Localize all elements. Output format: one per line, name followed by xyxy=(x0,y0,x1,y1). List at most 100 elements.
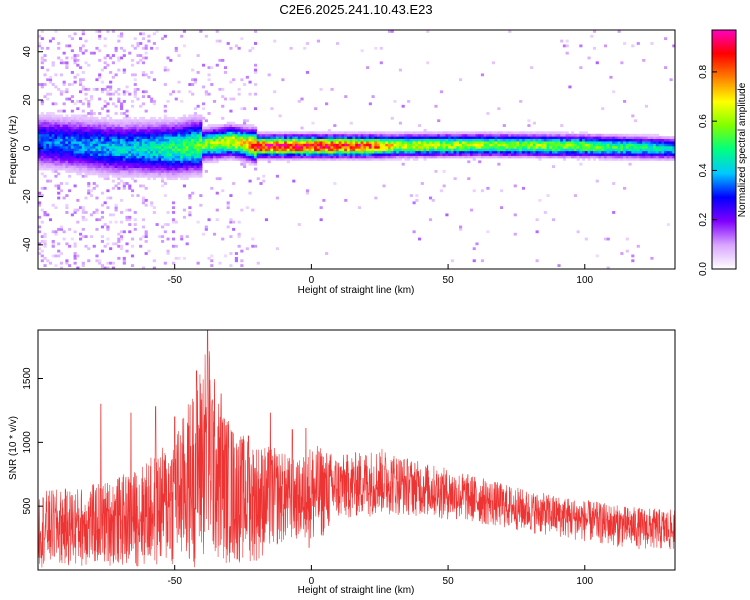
spectrogram-cell xyxy=(453,155,457,159)
spectrogram-cell xyxy=(398,138,403,142)
spectrogram-cell xyxy=(89,136,94,140)
spectrogram-cell xyxy=(623,153,627,156)
spectrogram-cell xyxy=(182,160,187,164)
spectrogram-cell xyxy=(357,138,361,142)
spectrogram-cell xyxy=(106,266,110,269)
spectrogram-cell xyxy=(368,102,372,106)
spectrogram-cell xyxy=(152,153,156,156)
spectrogram-cell xyxy=(623,141,627,144)
spectrogram-cell xyxy=(147,249,151,253)
spectrogram-cell xyxy=(125,174,129,178)
spectrogram-cell xyxy=(98,97,102,101)
spectrogram-cell xyxy=(431,145,435,149)
spectrogram-cell xyxy=(253,167,258,171)
spectrogram-cell xyxy=(464,148,468,152)
spectrogram-cell xyxy=(136,138,140,142)
spectrogram-cell xyxy=(221,126,225,130)
spectrogram-cell xyxy=(379,153,383,156)
spectrogram-cell xyxy=(117,100,121,103)
spectrogram-cell xyxy=(407,145,411,149)
spectrogram-cell xyxy=(314,145,318,149)
spectrogram-cell xyxy=(379,61,383,65)
spectrogram-cell xyxy=(623,42,627,45)
spectrogram-cell xyxy=(133,170,137,173)
spectrogram-cell xyxy=(270,155,274,159)
spectrogram-cell xyxy=(237,148,241,152)
spectrogram-cell xyxy=(182,177,187,181)
spectrogram-cell xyxy=(54,131,58,135)
spectrogram-cell xyxy=(136,162,140,166)
spectrogram-cell xyxy=(43,244,47,248)
spectrogram-cell xyxy=(664,150,668,154)
spectrogram-cell xyxy=(314,157,318,161)
spectrogram-cell xyxy=(100,153,105,156)
spectrogram-cell xyxy=(141,32,146,36)
spectrogram-cell xyxy=(363,157,367,161)
spectrogram-cell xyxy=(223,71,228,74)
spectrogram-cell xyxy=(650,138,654,142)
spectrogram-cell xyxy=(182,126,187,130)
spectrogram-cell xyxy=(122,148,126,152)
spectrogram-cell xyxy=(587,153,591,156)
spectrogram-cell xyxy=(210,124,214,127)
spectrogram-cell xyxy=(483,145,487,149)
spectrogram-cell xyxy=(502,150,506,154)
spectrogram-cell xyxy=(133,46,137,50)
spectrogram-cell xyxy=(141,133,146,137)
spectrogram-cell xyxy=(620,133,624,137)
spectrogram-cell xyxy=(59,141,63,144)
spectrogram-cell xyxy=(188,167,192,171)
spectrogram-cell xyxy=(207,141,211,144)
spectrogram-cell xyxy=(125,167,129,171)
spectrogram-cell xyxy=(461,141,465,144)
spectrogram-cell xyxy=(316,157,320,161)
spectrogram-cell xyxy=(546,155,550,159)
spectrogram-cell xyxy=(177,126,181,130)
spectrogram-cell xyxy=(59,153,63,156)
spectrogram-cell xyxy=(144,143,148,147)
spectrogram-cell xyxy=(122,170,126,173)
spectrogram-cell xyxy=(311,145,315,149)
spectrogram-cell xyxy=(223,254,228,258)
spectrogram-cell xyxy=(448,148,452,152)
spectrogram-cell xyxy=(489,155,493,159)
spectrogram-cell xyxy=(666,150,670,154)
spectrogram-cell xyxy=(330,136,334,140)
spectrogram-cell xyxy=(237,128,241,132)
snr-x-ticks: -50 0 50 100 xyxy=(167,565,594,587)
spectrogram-cell xyxy=(333,155,337,159)
spectrogram-cell xyxy=(59,138,63,142)
spectrogram-cell xyxy=(109,128,113,132)
spectrogram-cell xyxy=(65,203,69,207)
spectrogram-cell xyxy=(81,143,85,147)
spectrogram-cell xyxy=(253,42,258,45)
spectrogram-cell xyxy=(527,145,531,149)
spectrogram-cell xyxy=(144,170,148,173)
spectrogram-cell xyxy=(644,133,649,137)
spectrogram-cell xyxy=(133,167,137,171)
spectrogram-cell xyxy=(439,155,444,159)
spectrogram-cell xyxy=(109,126,113,130)
spectrogram-cell xyxy=(65,126,69,130)
spectrogram-cell xyxy=(76,172,80,176)
spectrogram-cell xyxy=(316,148,320,152)
spectrogram-cell xyxy=(133,227,137,231)
spectrogram-cell xyxy=(240,138,244,142)
spectrogram-cell xyxy=(505,150,509,154)
spectrogram-cell xyxy=(530,136,534,140)
spectrogram-cell xyxy=(319,148,323,152)
spectrogram-cell xyxy=(620,145,624,149)
spectrogram-cell xyxy=(171,153,176,156)
spectrogram-cell xyxy=(603,44,608,48)
spectrogram-cell xyxy=(478,150,482,154)
spectrogram-cell xyxy=(330,138,334,142)
spectrogram-cell xyxy=(57,138,61,142)
spectrogram-cell xyxy=(355,155,359,159)
spectrogram-cell xyxy=(76,145,80,149)
spectrogram-cells xyxy=(38,30,675,269)
spectrogram-cell xyxy=(125,141,129,144)
spectrogram-cell xyxy=(62,131,66,135)
spectrogram-cell xyxy=(360,148,364,152)
spectrogram-cell xyxy=(204,160,208,164)
spectrogram-cell xyxy=(73,80,77,84)
